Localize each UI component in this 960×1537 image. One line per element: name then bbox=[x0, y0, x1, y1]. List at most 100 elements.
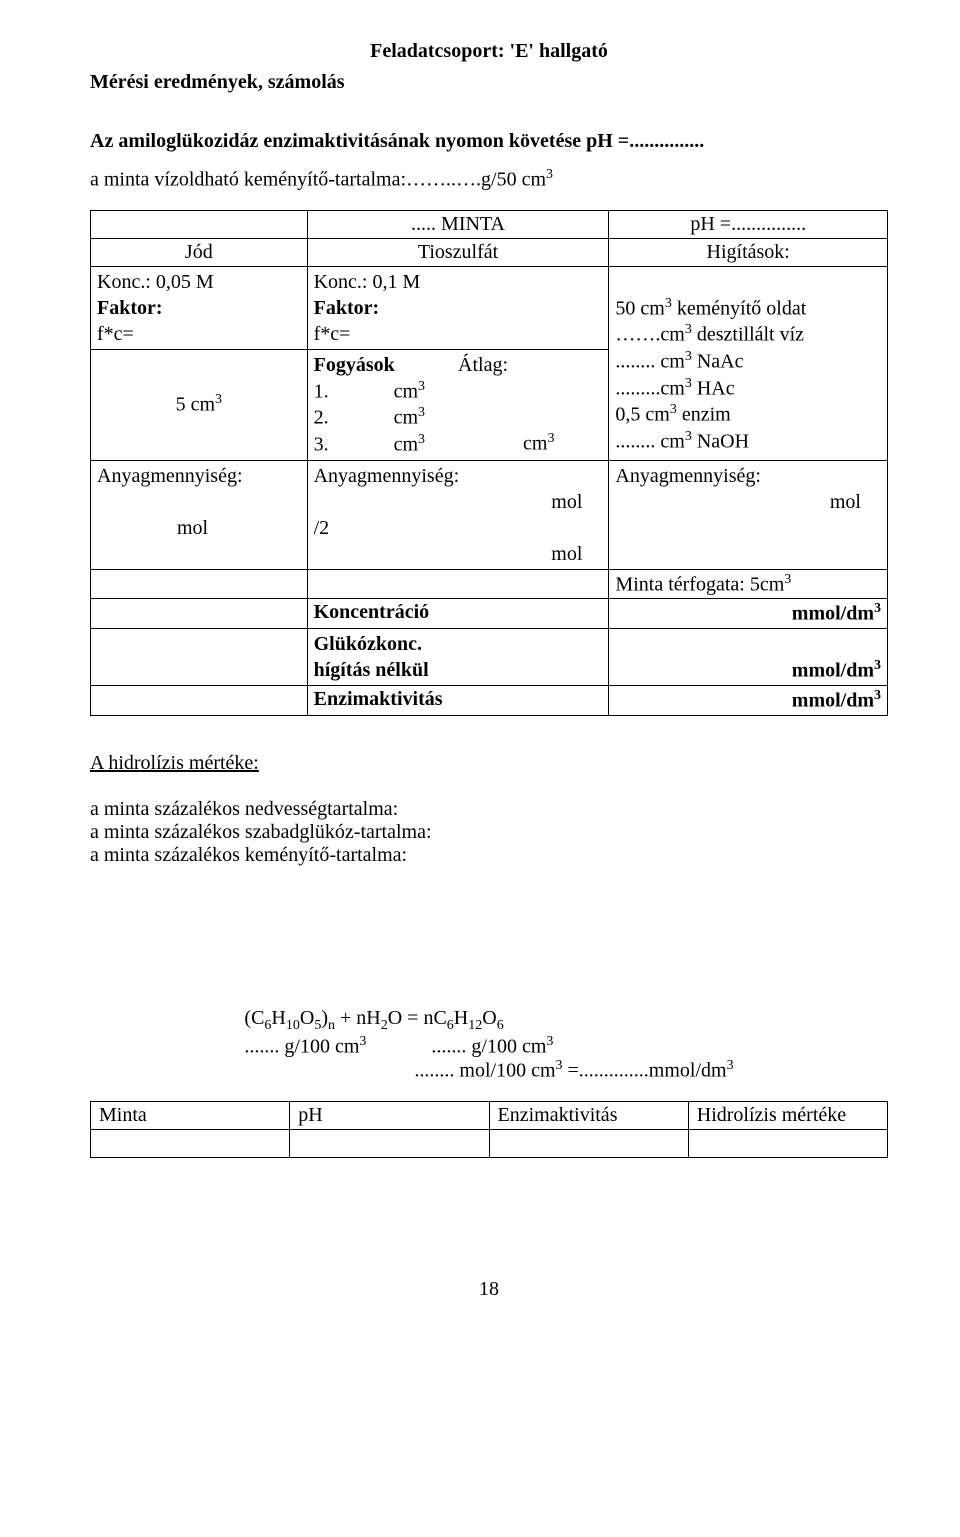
equation: (C6H10O5)n + nH2O = nC6H12O6 bbox=[244, 1007, 733, 1034]
txt: NaAc bbox=[692, 351, 744, 373]
cell-empty bbox=[91, 599, 308, 629]
txt: + nH bbox=[335, 1007, 381, 1029]
txt: /2 bbox=[314, 517, 330, 539]
txt: ........ cm bbox=[615, 351, 684, 373]
table-row: Minta pH Enzimaktivitás Hidrolízis mérté… bbox=[91, 1101, 888, 1129]
txt: Anyagmennyiség: bbox=[615, 465, 761, 487]
txt: Fogyások bbox=[314, 354, 395, 376]
table-row: Anyagmennyiség: mol Anyagmennyiség: mol … bbox=[91, 460, 888, 569]
hidrolizis-line: a minta százalékos szabadglükóz-tartalma… bbox=[90, 821, 888, 844]
hdr-ph: pH bbox=[290, 1101, 489, 1129]
cell-mmol1: mmol/dm3 bbox=[609, 599, 888, 629]
table-row bbox=[91, 1129, 888, 1157]
txt: f*c= bbox=[97, 323, 134, 345]
page-number: 18 bbox=[90, 1278, 888, 1301]
page-title: Az amiloglükozidáz enzimaktivitásának ny… bbox=[90, 130, 888, 153]
main-table: ..... MINTA pH =............... Jód Tios… bbox=[90, 210, 888, 716]
txt: Átlag: bbox=[458, 354, 508, 376]
txt: cm bbox=[523, 432, 547, 454]
cell-empty bbox=[91, 685, 308, 715]
cell-empty bbox=[290, 1129, 489, 1157]
hdr-hidro: Hidrolízis mértéke bbox=[688, 1101, 887, 1129]
txt: …….cm bbox=[615, 324, 684, 346]
hdr-minta: Minta bbox=[91, 1101, 290, 1129]
txt: O = nC bbox=[388, 1007, 447, 1029]
cell-mintaterf: Minta térfogata: 5cm3 bbox=[609, 569, 888, 599]
txt: hígítás nélkül bbox=[314, 659, 429, 681]
hdr-enzim: Enzimaktivitás bbox=[489, 1101, 688, 1129]
cell-anyag2: Anyagmennyiség: mol /2 mol bbox=[307, 460, 609, 569]
cell-empty bbox=[91, 210, 308, 238]
cell-mmol2: mmol/dm3 bbox=[609, 628, 888, 685]
equation-block: (C6H10O5)n + nH2O = nC6H12O6 ....... g/1… bbox=[90, 1007, 888, 1083]
txt: Konc.: 0,1 M bbox=[314, 271, 421, 293]
table-row: Konc.: 0,05 M Faktor: f*c= Konc.: 0,1 M … bbox=[91, 266, 888, 349]
txt: 50 cm bbox=[615, 297, 664, 319]
txt: HAc bbox=[692, 377, 735, 399]
txt: O bbox=[300, 1007, 314, 1029]
txt: Glükózkonc. bbox=[314, 633, 422, 655]
cell-empty bbox=[91, 1129, 290, 1157]
cell-tioszulfat: Tioszulfát bbox=[307, 238, 609, 266]
txt: keményítő oldat bbox=[672, 297, 806, 319]
cell-enzimakt: Enzimaktivitás bbox=[307, 685, 609, 715]
txt: mmol/dm bbox=[792, 603, 874, 625]
cell-higitasok: Higítások: bbox=[609, 238, 888, 266]
cell-glukoz: Glükózkonc. hígítás nélkül bbox=[307, 628, 609, 685]
sample-line-text: a minta vízoldható keményítő-tartalma:……… bbox=[90, 169, 546, 191]
cell-minta: ..... MINTA bbox=[307, 210, 609, 238]
txt: 5 cm bbox=[176, 394, 215, 416]
cell-empty bbox=[91, 628, 308, 685]
equation-line2: ....... g/100 cm3 ....... g/100 cm3 bbox=[244, 1034, 733, 1059]
cell-jod: Jód bbox=[91, 238, 308, 266]
cell-konc2: Konc.: 0,1 M Faktor: f*c= bbox=[307, 266, 609, 349]
txt: 1. bbox=[314, 380, 329, 402]
hidrolizis-title: A hidrolízis mértéke: bbox=[90, 752, 888, 775]
table-row: Glükózkonc. hígítás nélkül mmol/dm3 bbox=[91, 628, 888, 685]
txt: H bbox=[454, 1007, 468, 1029]
txt: O bbox=[482, 1007, 496, 1029]
txt: cm bbox=[394, 380, 418, 402]
txt: ....... g/100 cm bbox=[244, 1035, 359, 1057]
txt: mol bbox=[830, 491, 861, 513]
txt: f*c= bbox=[314, 323, 351, 345]
txt: ....... g/100 cm bbox=[431, 1035, 546, 1057]
txt: cm bbox=[394, 407, 418, 429]
cell-5cm: 5 cm3 bbox=[91, 349, 308, 460]
header-group: Feladatcsoport: 'E' hallgató bbox=[90, 40, 888, 63]
txt: enzim bbox=[677, 404, 731, 426]
table-row: Minta térfogata: 5cm3 bbox=[91, 569, 888, 599]
txt: mol bbox=[551, 543, 582, 565]
txt: (C bbox=[244, 1007, 264, 1029]
txt: Faktor: bbox=[97, 297, 163, 319]
cell-konc1: Konc.: 0,05 M Faktor: f*c= bbox=[91, 266, 308, 349]
cell-mmol3: mmol/dm3 bbox=[609, 685, 888, 715]
table-row: Enzimaktivitás mmol/dm3 bbox=[91, 685, 888, 715]
txt: 0,5 cm bbox=[615, 404, 669, 426]
equation-line3: ........ mol/100 cm3 =..............mmol… bbox=[244, 1058, 733, 1083]
txt: 2. bbox=[314, 407, 329, 429]
cell-anyag3: Anyagmennyiség: mol bbox=[609, 460, 888, 569]
hidrolizis-line: a minta százalékos keményítő-tartalma: bbox=[90, 844, 888, 867]
txt: Faktor: bbox=[314, 297, 380, 319]
txt: ........ cm bbox=[615, 431, 684, 453]
txt: Minta térfogata: 5cm bbox=[615, 573, 784, 595]
txt: 3. bbox=[314, 434, 329, 456]
cell-dilutions: 50 cm3 keményítő oldat …….cm3 desztillál… bbox=[609, 266, 888, 460]
small-table: Minta pH Enzimaktivitás Hidrolízis mérté… bbox=[90, 1101, 888, 1158]
cell-fogyasok: Fogyások 1. cm3 2. cm3 3. cm3 Átlag: cm3 bbox=[307, 349, 609, 460]
cell-empty bbox=[489, 1129, 688, 1157]
hidrolizis-line: a minta százalékos nedvességtartalma: bbox=[90, 798, 888, 821]
cell-empty bbox=[688, 1129, 887, 1157]
table-row: ..... MINTA pH =............... bbox=[91, 210, 888, 238]
txt: ........ mol/100 cm bbox=[414, 1060, 555, 1082]
table-row: Koncentráció mmol/dm3 bbox=[91, 599, 888, 629]
cell-koncentracio: Koncentráció bbox=[307, 599, 609, 629]
cell-empty bbox=[91, 569, 308, 599]
txt: .........cm bbox=[615, 377, 684, 399]
cell-anyag1: Anyagmennyiség: mol bbox=[91, 460, 308, 569]
txt: mmol/dm bbox=[792, 660, 874, 682]
txt: mol bbox=[177, 517, 208, 539]
txt: desztillált víz bbox=[692, 324, 804, 346]
subhead: Mérési eredmények, számolás bbox=[90, 71, 888, 94]
